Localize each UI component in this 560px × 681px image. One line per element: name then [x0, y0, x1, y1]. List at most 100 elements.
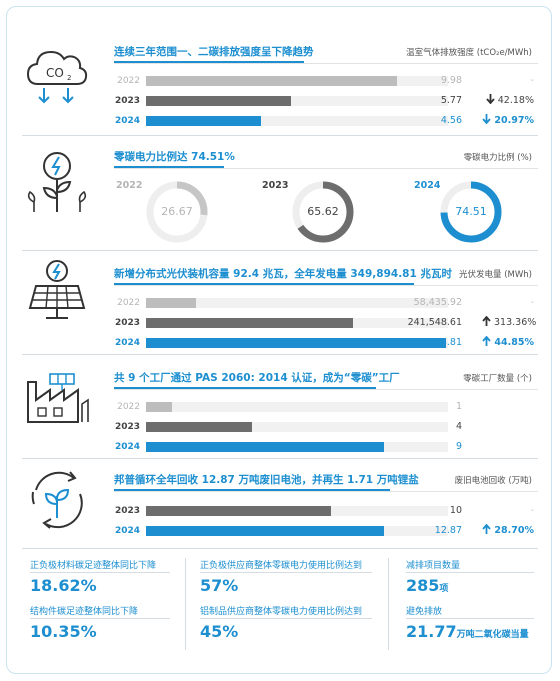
bar-track: [146, 96, 448, 106]
solar-unit: 光伏发电量 (MWh): [459, 270, 532, 280]
bar-row: 2022 9.98 -: [114, 74, 534, 88]
kpi-label: 铝制品供应商整体零碳电力使用比例达到: [200, 607, 363, 617]
emission-title-underline: [114, 61, 304, 63]
battery-title: 邦普循环全年回收 12.87 万吨废旧电池，并再生 1.71 万吨锂盐: [114, 474, 419, 486]
data-label: 9: [455, 441, 462, 452]
bar: [146, 116, 261, 126]
bar: [146, 506, 332, 516]
donut-slice: [440, 181, 502, 243]
infographic-frame: [6, 6, 552, 674]
data-label: 26.67: [161, 205, 193, 218]
bar: [146, 526, 385, 536]
bar-track: [146, 402, 448, 412]
tick-label: 2023: [262, 180, 289, 191]
divider: [22, 135, 538, 136]
donut: [292, 181, 354, 243]
factory-unit: 零碳工厂数量 (个): [463, 374, 532, 384]
bar-row: 2022 58,435.92 -: [114, 296, 534, 310]
battery-title-underline: [114, 489, 390, 491]
bar-row: 2023 241,548.61 313.36%: [114, 315, 536, 330]
data-label: 9.98: [440, 75, 462, 86]
tick-label: 2023: [114, 506, 140, 516]
kpi-unit: 项: [439, 584, 449, 594]
bar-track: [146, 298, 448, 308]
data-label: 74.51: [455, 205, 487, 218]
kpi-value: 10.35%: [30, 622, 97, 641]
bar: [146, 318, 354, 328]
bar-row: 2023 10 -: [114, 504, 534, 518]
solar-title-underline: [114, 283, 414, 285]
bar-row: 2024 349,894.81 44.85%: [114, 335, 534, 350]
kpi-label: 正负极供应商整体零碳电力使用比例达到: [200, 561, 363, 571]
tick-label: 2022: [116, 180, 143, 191]
bar-row: 2024 4.56 20.97%: [114, 114, 534, 128]
arrow-down-icon: [482, 114, 492, 125]
data-label: 349,894.81: [407, 337, 462, 348]
kpi-label: 正负极材料碳足迹整体同比下降: [30, 561, 157, 571]
tick-label: 2024: [414, 180, 441, 191]
kpi-number: 285: [406, 576, 440, 595]
data-label: 65.62: [307, 205, 339, 218]
data-label: 10: [449, 505, 462, 516]
bar: [146, 76, 398, 86]
kpi-number: 21.77: [406, 622, 457, 641]
bar: [146, 298, 197, 308]
bar: [146, 338, 447, 348]
data-label: 1: [455, 401, 462, 412]
solar-title: 新增分布式光伏装机容量 92.4 兆瓦，全年发电量 349,894.81 兆瓦时: [114, 268, 452, 280]
bar-track: [146, 318, 448, 328]
kpi-label: 避免排放: [406, 607, 443, 617]
recycle-plant-icon: [31, 471, 83, 529]
factory-section: 共 9 个工厂通过 PAS 2060: 2014 认证，成为“零碳”工厂 零碳工…: [0, 354, 560, 459]
change-label: -: [530, 297, 534, 308]
tick-label: 2022: [117, 402, 140, 412]
arrow-up-icon: [482, 335, 492, 346]
donut: [146, 181, 208, 243]
change-label: -: [530, 75, 534, 86]
bar: [146, 442, 385, 452]
change-label: 42.18%: [482, 94, 534, 108]
emission-unit: 温室气体排放强度 (tCO₂e/MWh): [406, 48, 532, 58]
data-label: 4: [455, 421, 462, 432]
factory-icon: [27, 373, 89, 423]
tick-label: 2024: [114, 442, 140, 452]
arrow-down-icon: [486, 94, 495, 105]
factory-title-underline: [114, 387, 376, 389]
tick-label: 2024: [114, 338, 140, 348]
tick-label: 2024: [114, 526, 140, 536]
bar-track: [146, 76, 448, 86]
kpi-value: 45%: [200, 622, 239, 641]
renewable-donut-chart: 2022 26.67 2023 65.62 2024 74.51: [0, 140, 560, 252]
divider: [22, 354, 538, 355]
kpi-value: 18.62%: [30, 576, 97, 595]
solar-section: 新增分布式光伏装机容量 92.4 兆瓦，全年发电量 349,894.81 兆瓦时…: [0, 250, 560, 355]
data-label: 241,548.61: [407, 317, 462, 328]
bar-track: [146, 422, 448, 432]
bar-row: 2023 4: [114, 420, 534, 434]
kpi-label: 结构件碳足迹整体同比下降: [30, 607, 139, 617]
donut: [440, 181, 502, 243]
bar: [146, 402, 173, 412]
factory-title: 共 9 个工厂通过 PAS 2060: 2014 认证，成为“零碳”工厂: [114, 372, 400, 384]
tick-label: 2023: [114, 422, 140, 432]
bar: [146, 96, 292, 106]
change-label: 313.36%: [482, 315, 536, 330]
renewable-title-underline: [114, 166, 224, 168]
emission-section: CO 2 连续三年范围一、二碳排放强度呈下降趋势 温室气体排放强度 (tCO₂e…: [0, 0, 560, 140]
donut-slice: [146, 181, 208, 243]
change-label: 44.85%: [482, 335, 534, 350]
kpi-block: 正负极材料碳足迹整体同比下降 18.62% 结构件碳足迹整体同比下降 10.35…: [0, 548, 560, 678]
kpi-value: 285项: [406, 576, 448, 595]
data-label: 4.56: [440, 115, 462, 126]
tick-label: 2023: [114, 96, 140, 106]
change-label: -: [530, 505, 534, 516]
bar-track: [146, 526, 448, 536]
bar-track: [146, 116, 448, 126]
emission-title: 连续三年范围一、二碳排放强度呈下降趋势: [114, 46, 314, 58]
tick-label: 2022: [117, 76, 140, 86]
bar-track: [146, 506, 448, 516]
battery-unit: 废旧电池回收 (万吨): [454, 476, 532, 486]
kpi-value: 57%: [200, 576, 239, 595]
svg-text:2: 2: [67, 74, 71, 82]
change-label: 20.97%: [482, 114, 534, 128]
